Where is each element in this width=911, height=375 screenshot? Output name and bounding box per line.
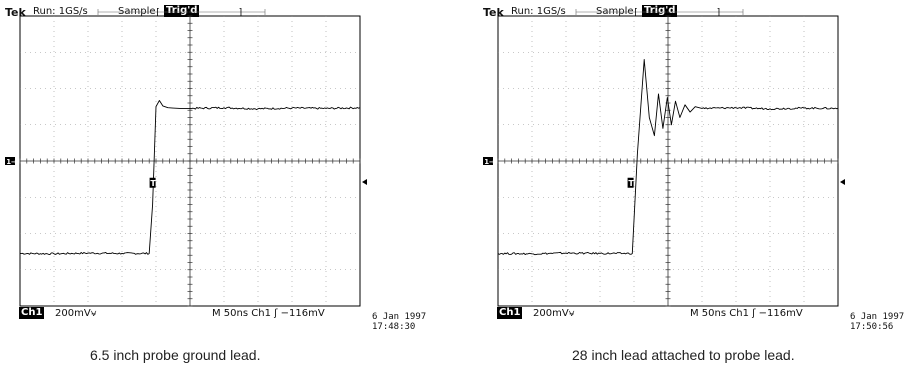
oscilloscope-plot: [ T] 1→ T (5, 8, 367, 307)
volts-per-div: 200mV⍱ (533, 308, 575, 319)
ground-marker-box (483, 157, 493, 165)
timebase-readout: M 50ns Ch1 ʃ −116mV (212, 308, 325, 319)
trigger-level-arrow-icon (362, 179, 367, 185)
timebase-readout: M 50ns Ch1 ʃ −116mV (690, 308, 803, 319)
caption-right: 28 inch lead attached to probe lead. (572, 347, 795, 363)
scope-screenshot-right: Tek Run: 1GS/s Sample Trig'd [ T] 1→ T Ch1 … (483, 0, 883, 330)
bracket-trigger-label: T (186, 8, 192, 18)
ground-marker-label: 1→ (484, 158, 495, 166)
trigger-point-label: T (628, 179, 634, 188)
scope-header: Tek Run: 1GS/s Sample Trig'd (483, 5, 883, 23)
time-label: 17:50:56 (850, 322, 894, 332)
ground-marker-label: 1→ (6, 158, 17, 166)
trigger-point-label: T (150, 179, 156, 188)
trigger-point-marker (627, 177, 634, 188)
volts-per-div: 200mV⍱ (55, 308, 97, 319)
graticule-center-axes (497, 15, 839, 307)
run-status: Run: 1GS/s (33, 6, 88, 17)
time-label: 17:48:30 (372, 322, 416, 332)
scope-screenshot-left: Tek Run: 1GS/s Sample Trig'd [ T] 1→ T Ch1 … (5, 0, 405, 330)
oscilloscope-plot: [ T] 1→ T (483, 8, 845, 307)
run-status: Run: 1GS/s (511, 6, 566, 17)
scope-footer: Ch1 200mV⍱ M 50ns Ch1 ʃ −116mV (483, 307, 883, 321)
bracket-trigger-label: T (664, 8, 670, 18)
trigger-position-bracket: [ T] (97, 8, 266, 18)
channel-badge: Ch1 (19, 307, 45, 319)
acquisition-mode: Sample (118, 6, 156, 17)
ground-marker-box (5, 157, 15, 165)
waveform-trace (497, 59, 839, 256)
trigger-status-badge: Trig'd (642, 5, 678, 17)
trigger-level-arrow-icon (840, 179, 845, 185)
graticule-center-axes (19, 15, 361, 307)
bandwidth-icon: ⍱ (568, 308, 575, 319)
waveform-trace (19, 100, 361, 256)
bracket-left-label: [ (155, 8, 160, 18)
bracket-right-label: ] (716, 8, 721, 18)
scope-footer: Ch1 200mV⍱ M 50ns Ch1 ʃ −116mV (5, 307, 405, 321)
timestamp-right: 6 Jan 1997 17:50:56 (850, 312, 904, 332)
bracket-left-label: [ (633, 8, 638, 18)
caption-left: 6.5 inch probe ground lead. (90, 347, 261, 363)
date-label: 6 Jan 1997 (372, 312, 427, 322)
ground-level-marker: 1→ (483, 157, 495, 166)
trigger-status-badge: Trig'd (164, 5, 200, 17)
channel-badge: Ch1 (497, 307, 523, 319)
acquisition-mode: Sample (596, 6, 634, 17)
ground-level-marker: 1→ (5, 157, 17, 166)
scope-header: Tek Run: 1GS/s Sample Trig'd (5, 5, 405, 23)
bracket-right-label: ] (238, 8, 243, 18)
timestamp-left: 6 Jan 1997 17:48:30 (372, 312, 426, 332)
date-label: 6 Jan 1997 (850, 312, 905, 322)
trigger-position-bracket: [ T] (575, 8, 744, 18)
bandwidth-icon: ⍱ (90, 308, 97, 319)
trigger-point-marker (149, 177, 156, 188)
